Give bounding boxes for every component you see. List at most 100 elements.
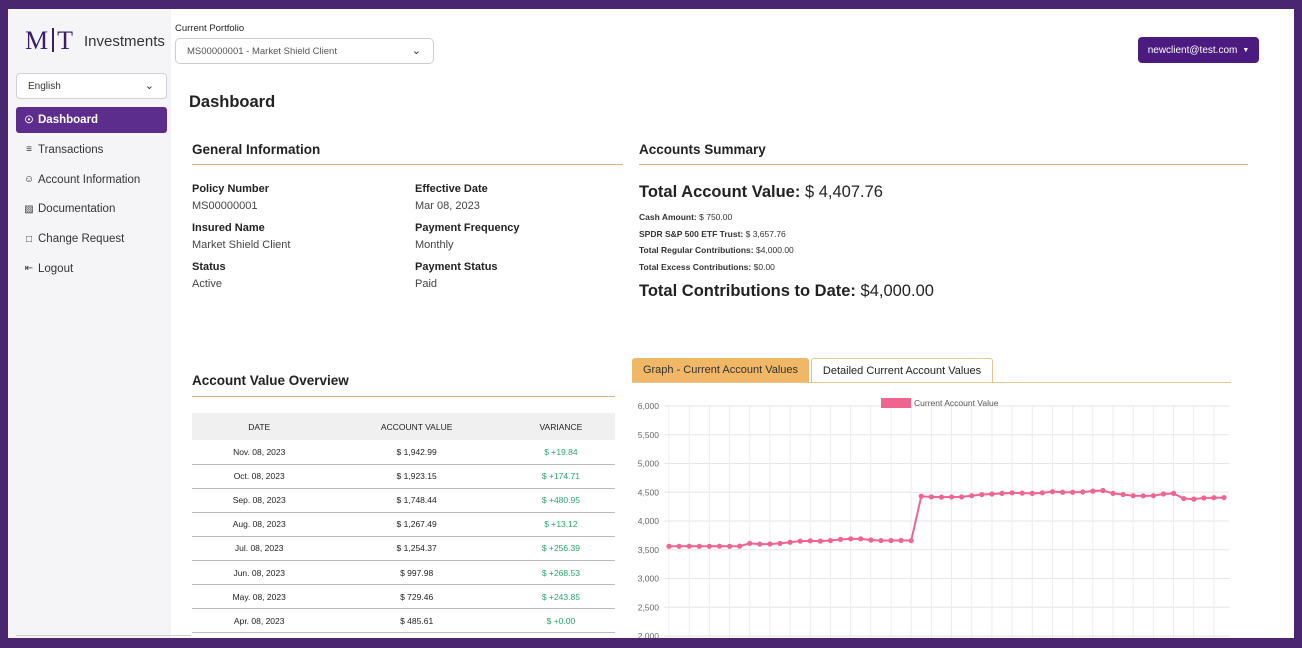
table-row: Jun. 08, 2023 $ 997.98 $ +268.53 (192, 560, 615, 586)
cell-value: $ 997.98 (326, 560, 507, 586)
data-point (1181, 495, 1187, 502)
cell-variance: $ +256.39 (506, 536, 615, 561)
cell-variance: $ +243.85 (506, 584, 615, 610)
data-point (837, 536, 844, 542)
data-point (696, 543, 702, 549)
policy-number-label: Policy Number (192, 183, 270, 195)
cell-date: Jul. 08, 2023 (192, 536, 327, 561)
cell-value: $ 1,748.44 (326, 488, 507, 513)
data-point (1201, 495, 1207, 501)
table-row: Aug. 08, 2023 $ 1,267.49 $ +13.12 (192, 512, 615, 537)
data-point (1070, 489, 1076, 495)
data-point (777, 540, 783, 547)
data-point (737, 543, 743, 549)
data-point (787, 539, 793, 545)
data-point (1160, 491, 1167, 497)
sidebar-item-label: Logout (38, 262, 74, 275)
data-point (1221, 494, 1227, 501)
tab-graph[interactable]: Graph - Current Account Values (632, 358, 809, 382)
payment-status-label: Payment Status (415, 261, 498, 273)
cell-date: Oct. 08, 2023 (192, 464, 327, 489)
data-point (716, 543, 723, 549)
regular-contributions-line: Total Regular Contributions: $4,000.00 (639, 245, 794, 255)
cell-value: $ 729.46 (326, 584, 507, 610)
data-point (666, 543, 672, 549)
data-point (1170, 490, 1177, 496)
data-point (858, 536, 864, 542)
total-account-value-amount: $ 4,407.76 (804, 183, 883, 201)
data-point (948, 494, 955, 500)
data-point (1059, 489, 1066, 495)
tab-detailed[interactable]: Detailed Current Account Values (811, 358, 993, 382)
chevron-down-icon: ⌄ (411, 45, 421, 57)
brand-name: Investments (84, 32, 165, 50)
data-point (848, 536, 854, 542)
data-point (706, 543, 712, 549)
column-header-date[interactable]: DATE (192, 413, 327, 440)
data-point (797, 538, 803, 544)
data-point (1080, 489, 1086, 495)
y-tick-label: 2,000 (638, 631, 660, 638)
cell-variance: $ +174.71 (506, 464, 615, 489)
effective-date-label: Effective Date (415, 183, 488, 195)
y-tick-label: 4,500 (638, 487, 660, 497)
spdr-value: $ 3,657.76 (745, 229, 786, 239)
spdr-line: SPDR S&P 500 ETF Trust: $ 3,657.76 (639, 229, 786, 239)
data-point (1191, 496, 1197, 502)
data-point (1100, 487, 1106, 494)
divider (639, 164, 1248, 165)
user-email: newclient@test.com (1147, 44, 1238, 56)
insured-name-label: Insured Name (192, 222, 265, 234)
caret-down-icon: ▼ (1242, 46, 1250, 54)
cell-variance: $ +480.95 (506, 488, 615, 513)
data-point (1120, 491, 1126, 498)
id-badge-icon: ▨ (24, 203, 34, 215)
account-value-overview-title: Account Value Overview (192, 373, 349, 388)
sidebar-item-transactions[interactable]: ≡ Transactions (16, 137, 167, 163)
language-value: English (28, 81, 61, 92)
data-point (676, 543, 682, 549)
regular-contributions-value: $4,000.00 (755, 245, 794, 255)
portfolio-select[interactable]: MS00000001 - Market Shield Client ⌄ (175, 38, 434, 64)
column-header-variance[interactable]: VARIANCE (506, 413, 615, 440)
sidebar-item-account-information[interactable]: ☺ Account Information (16, 167, 167, 193)
cell-variance: $ +0.00 (506, 608, 615, 634)
y-tick-label: 4,000 (638, 516, 660, 526)
divider (632, 382, 1231, 383)
regular-contributions-label: Total Regular Contributions: (639, 245, 754, 255)
sidebar-item-documentation[interactable]: ▨ Documentation (16, 196, 167, 222)
cell-value: $ 1,267.49 (326, 512, 507, 537)
y-tick-label: 5,000 (638, 459, 660, 469)
sidebar-nav: ☉ Dashboard ≡ Transactions ☺ Account Inf… (16, 107, 167, 286)
data-point (938, 494, 945, 500)
sidebar-item-label: Change Request (38, 233, 125, 246)
data-point (1110, 490, 1116, 496)
language-select[interactable]: English ⌄ (16, 73, 167, 99)
cell-value: $ 1,942.99 (326, 440, 507, 465)
data-point (898, 537, 904, 544)
data-point (928, 494, 934, 500)
table-row: Nov. 08, 2023 $ 1,942.99 $ +19.84 (192, 440, 615, 465)
cell-date: Apr. 08, 2023 (192, 608, 327, 634)
cash-amount-label: Cash Amount: (639, 212, 697, 222)
data-point (1019, 490, 1025, 496)
user-menu-button[interactable]: newclient@test.com ▼ (1138, 37, 1259, 63)
logout-icon: ⇤ (24, 263, 34, 275)
data-point (999, 490, 1005, 496)
table-row: May. 08, 2023 $ 729.46 $ +243.85 (192, 584, 615, 610)
cell-value: $ 1,923.15 (326, 464, 507, 489)
data-point (1211, 495, 1217, 501)
column-header-account-value[interactable]: ACCOUNT VALUE (326, 413, 507, 440)
data-point (1090, 488, 1096, 494)
sidebar-item-logout[interactable]: ⇤ Logout (16, 256, 167, 282)
cell-variance: $ +268.53 (506, 560, 615, 586)
table-row: Sep. 08, 2023 $ 1,748.44 $ +480.95 (192, 488, 615, 513)
account-value-table: DATE ACCOUNT VALUE VARIANCE Nov. 08, 202… (192, 413, 615, 634)
sidebar-item-change-request[interactable]: □ Change Request (16, 226, 167, 252)
cell-variance: $ +13.12 (506, 512, 615, 537)
data-point (1150, 493, 1156, 499)
sidebar-item-dashboard[interactable]: ☉ Dashboard (16, 107, 167, 133)
